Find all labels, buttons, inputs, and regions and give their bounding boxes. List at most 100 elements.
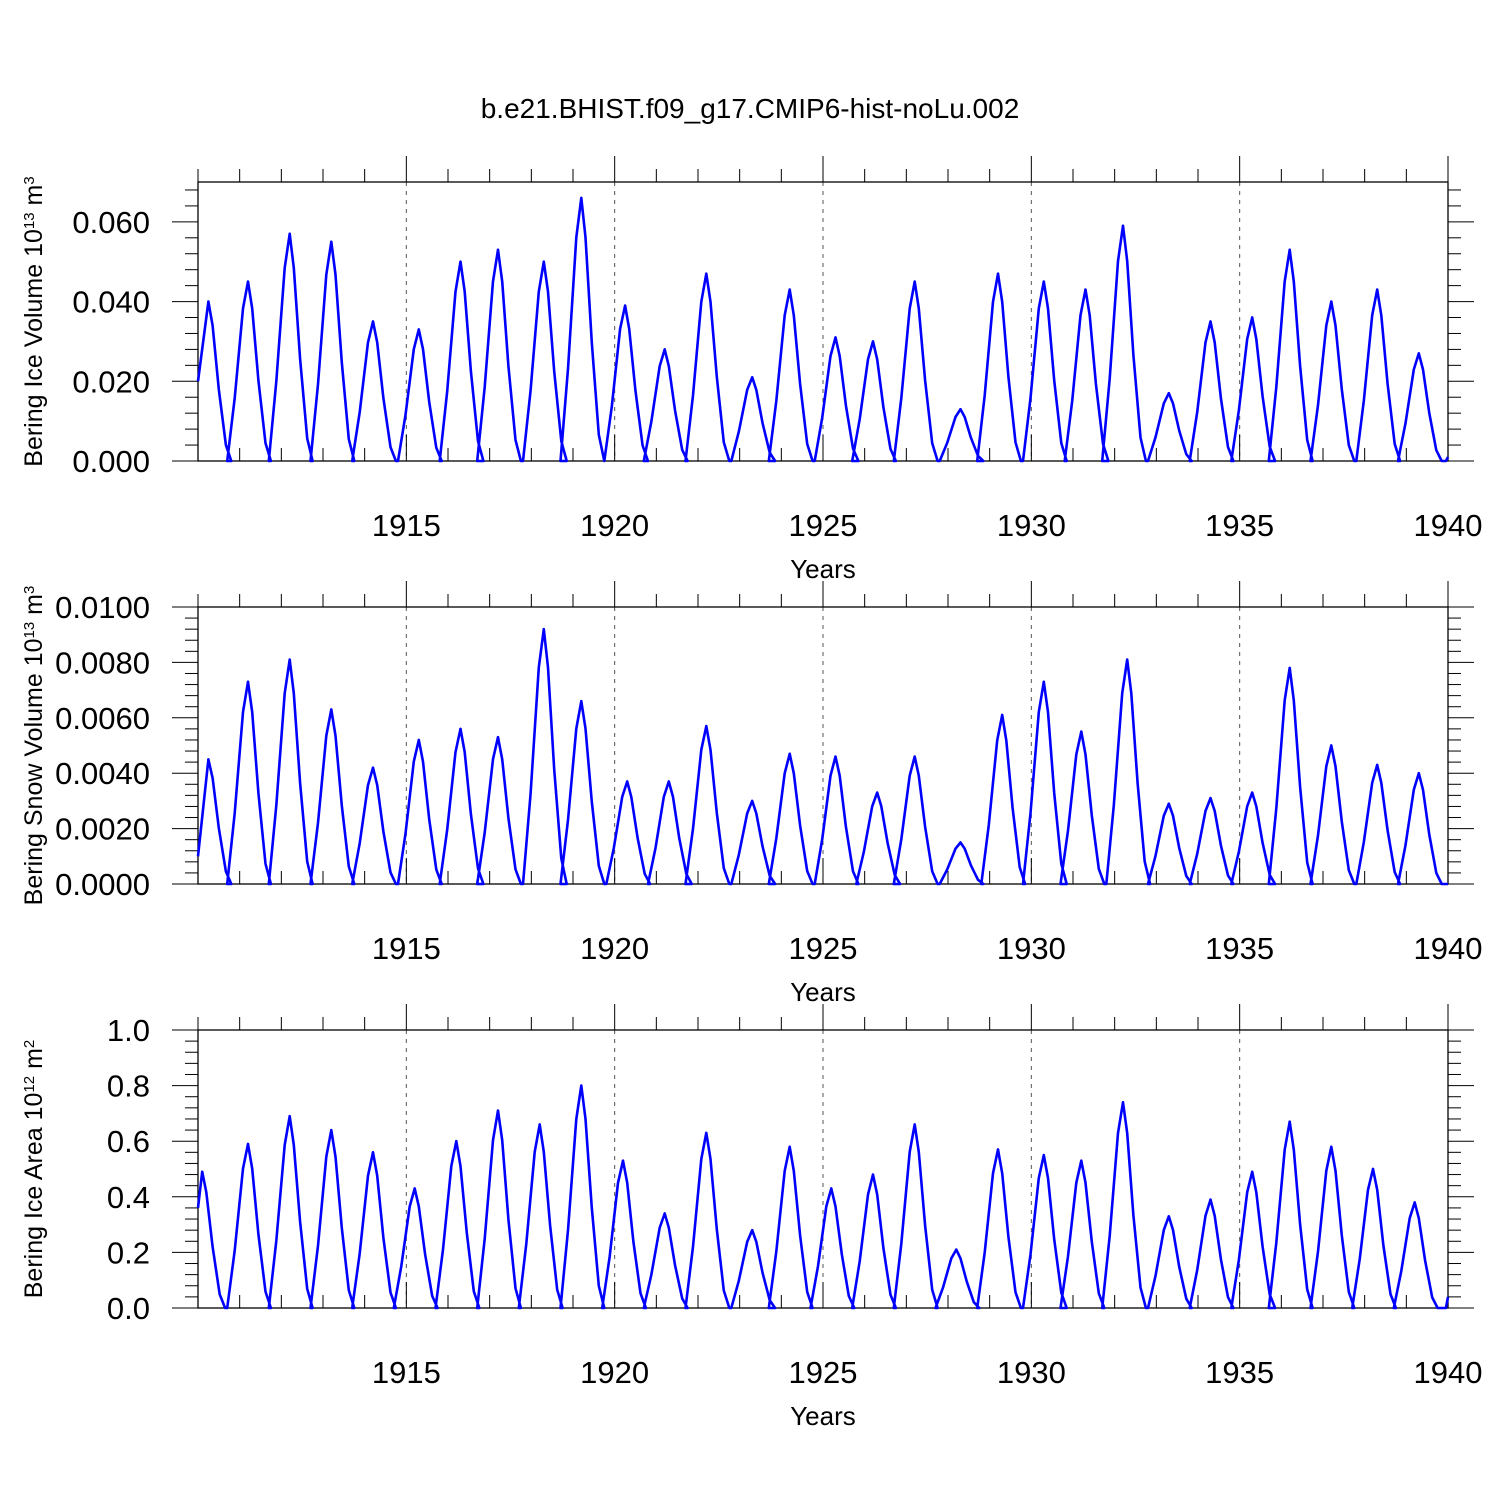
x-tick-label: 1915 bbox=[372, 508, 441, 543]
x-tick-label: 1940 bbox=[1414, 508, 1483, 543]
data-point bbox=[288, 1115, 291, 1118]
y-tick-label: 0.040 bbox=[72, 285, 150, 320]
y-tick-label: 0.8 bbox=[107, 1069, 150, 1104]
x-tick-label: 1925 bbox=[789, 508, 858, 543]
y-tick-label: 0.0040 bbox=[55, 756, 150, 791]
y-tick-label: 0.0000 bbox=[55, 867, 150, 902]
data-point bbox=[1080, 1159, 1083, 1162]
data-point bbox=[246, 280, 250, 283]
data-point bbox=[1330, 744, 1333, 747]
data-point bbox=[1288, 248, 1291, 251]
data-point bbox=[542, 628, 545, 631]
data-point bbox=[1417, 352, 1421, 355]
data-point bbox=[1042, 280, 1046, 283]
data-point bbox=[496, 1109, 500, 1112]
data-point bbox=[1121, 1101, 1125, 1104]
x-tick-label: 1935 bbox=[1205, 1355, 1274, 1390]
data-point bbox=[834, 336, 837, 339]
x-tick-label: 1935 bbox=[1205, 508, 1274, 543]
data-point bbox=[246, 680, 250, 683]
data-point bbox=[1042, 680, 1046, 683]
x-tick-label: 1935 bbox=[1205, 931, 1274, 966]
data-point bbox=[1251, 316, 1254, 319]
data-point bbox=[751, 376, 754, 379]
data-point bbox=[459, 727, 462, 731]
data-point bbox=[330, 240, 333, 243]
x-axis-label: Years bbox=[790, 977, 856, 1007]
x-tick-label: 1930 bbox=[997, 931, 1066, 966]
data-point bbox=[371, 766, 375, 769]
y-tick-label: 0.060 bbox=[72, 205, 150, 240]
data-point bbox=[626, 780, 629, 783]
data-point bbox=[1209, 796, 1212, 800]
x-tick-label: 1915 bbox=[372, 931, 441, 966]
x-tick-label: 1930 bbox=[997, 508, 1066, 543]
data-point bbox=[1288, 1120, 1291, 1123]
data-point bbox=[996, 272, 1000, 275]
x-tick-label: 1920 bbox=[580, 1355, 649, 1390]
y-tick-label: 0.020 bbox=[72, 364, 150, 399]
data-point bbox=[751, 1229, 754, 1232]
data-point bbox=[201, 1170, 204, 1174]
data-point bbox=[371, 320, 375, 323]
data-point bbox=[623, 304, 627, 307]
y-tick-label: 0.0060 bbox=[55, 701, 150, 736]
series-line-ice-area bbox=[196, 1084, 1450, 1310]
y-tick-label: 1.0 bbox=[107, 1013, 150, 1048]
data-point bbox=[955, 1248, 958, 1251]
data-point bbox=[705, 724, 708, 728]
data-point bbox=[663, 348, 666, 351]
data-point bbox=[496, 736, 500, 739]
data-point bbox=[959, 408, 962, 411]
data-point bbox=[1251, 1170, 1254, 1174]
data-point bbox=[288, 232, 291, 235]
y-tick-label: 0.0 bbox=[107, 1291, 150, 1326]
data-point bbox=[621, 1159, 625, 1162]
data-point bbox=[959, 841, 962, 844]
figure-title: b.e21.BHIST.f09_g17.CMIP6-hist-noLu.002 bbox=[481, 93, 1020, 124]
x-tick-label: 1940 bbox=[1414, 1355, 1483, 1390]
data-point bbox=[1376, 763, 1379, 767]
data-point bbox=[1209, 320, 1212, 323]
data-point bbox=[1042, 1153, 1046, 1157]
data-point bbox=[417, 328, 420, 331]
x-axis-label: Years bbox=[790, 554, 856, 584]
data-point bbox=[1209, 1198, 1212, 1201]
data-point bbox=[1288, 666, 1291, 670]
panel-ice-volume: 0.000 0.020 0.040 0.060 1915 1920 1925 1930 1935… bbox=[20, 156, 1482, 584]
data-point bbox=[1413, 1201, 1416, 1204]
data-point bbox=[580, 1084, 583, 1087]
x-tick-label: 1940 bbox=[1414, 931, 1483, 966]
x-tick-label: 1915 bbox=[372, 1355, 441, 1390]
y-tick-label: 0.4 bbox=[107, 1180, 150, 1215]
data-point bbox=[913, 1123, 916, 1126]
data-point bbox=[1001, 713, 1004, 717]
series-line-ice-volume bbox=[196, 196, 1450, 463]
x-tick-label: 1925 bbox=[789, 1355, 858, 1390]
data-point bbox=[288, 658, 291, 661]
data-point bbox=[1167, 802, 1171, 805]
data-point bbox=[1330, 300, 1333, 303]
data-point bbox=[371, 1151, 375, 1154]
data-point bbox=[705, 1131, 708, 1135]
data-point bbox=[788, 288, 791, 291]
data-point bbox=[455, 1140, 458, 1143]
panel-snow-volume: 0.0000 0.0020 0.0040 0.0060 0.0080 0.0100 1915… bbox=[20, 581, 1482, 1007]
data-point bbox=[913, 755, 916, 758]
data-point bbox=[207, 758, 210, 761]
series-line-snow-volume bbox=[196, 627, 1448, 886]
y-tick-label: 0.000 bbox=[72, 444, 150, 479]
x-axis-label: Years bbox=[790, 1401, 856, 1431]
y-tick-label: 0.0100 bbox=[55, 590, 150, 625]
data-point bbox=[496, 248, 500, 251]
data-point bbox=[207, 300, 210, 303]
y-axis-label: Bering Snow Volume 1013 m3 bbox=[20, 586, 48, 906]
x-tick-label: 1930 bbox=[997, 1355, 1066, 1390]
data-point bbox=[580, 700, 583, 703]
x-tick-label: 1925 bbox=[789, 931, 858, 966]
data-point bbox=[788, 752, 791, 755]
data-point bbox=[871, 1173, 875, 1176]
data-point bbox=[1084, 288, 1087, 291]
data-point bbox=[330, 1128, 333, 1132]
